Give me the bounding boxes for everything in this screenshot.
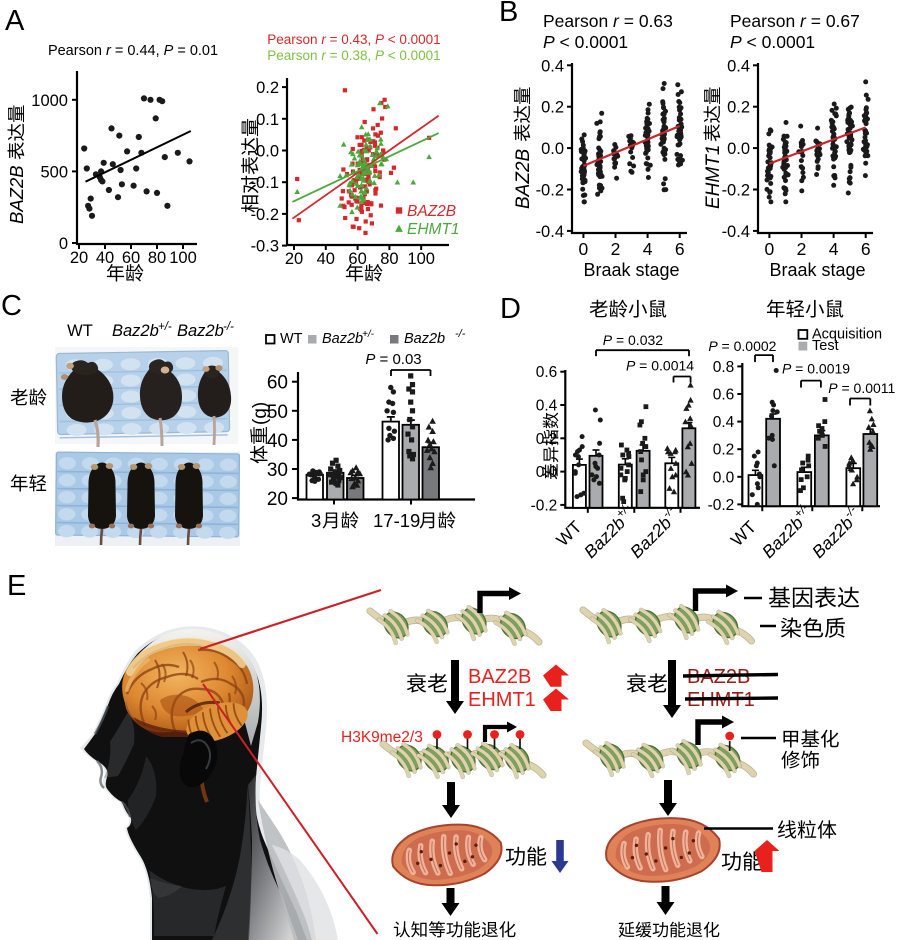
svg-text:0.4: 0.4 <box>541 57 564 75</box>
svg-text:Braak stage: Braak stage <box>769 260 865 280</box>
svg-text:0.6: 0.6 <box>713 387 735 404</box>
svg-text:0.2: 0.2 <box>541 99 564 117</box>
svg-text:0.4: 0.4 <box>713 414 735 431</box>
svg-text:Baz2b: Baz2b <box>404 331 445 347</box>
svg-text:Baz2b: Baz2b <box>177 322 224 340</box>
svg-text:0.1: 0.1 <box>256 111 279 129</box>
svg-text:-0.2: -0.2 <box>722 182 750 200</box>
svg-text:-0.4: -0.4 <box>536 223 564 241</box>
svg-text:6: 6 <box>675 239 685 259</box>
svg-text:Pearson r = 0.67: Pearson r = 0.67 <box>730 11 860 31</box>
svg-text:80: 80 <box>380 250 398 268</box>
svg-text:50: 50 <box>267 402 288 423</box>
svg-text:BAZ2B: BAZ2B <box>468 666 531 688</box>
svg-text:60: 60 <box>348 250 366 268</box>
svg-text:Braak stage: Braak stage <box>583 260 679 280</box>
svg-text:60: 60 <box>122 249 140 267</box>
svg-text:0.0: 0.0 <box>713 469 735 486</box>
svg-text:2: 2 <box>797 239 807 259</box>
svg-text:BAZ2B: BAZ2B <box>6 165 27 224</box>
svg-text:4: 4 <box>829 239 839 259</box>
svg-text:P = 0.0014: P = 0.0014 <box>626 358 694 374</box>
svg-text:P = 0.032: P = 0.032 <box>603 332 664 348</box>
svg-text:0.8: 0.8 <box>713 359 735 376</box>
svg-text:(g): (g) <box>250 402 271 425</box>
svg-text:-0.3: -0.3 <box>251 238 279 256</box>
svg-text:Pearson r = 0.44, P = 0.01: Pearson r = 0.44, P = 0.01 <box>48 43 218 59</box>
svg-text:0.2: 0.2 <box>713 442 735 459</box>
svg-text:4: 4 <box>643 239 653 259</box>
svg-text:20: 20 <box>285 250 303 268</box>
svg-text:EHMT1: EHMT1 <box>703 145 724 209</box>
svg-text:E: E <box>7 570 26 602</box>
svg-text:P < 0.0001: P < 0.0001 <box>730 32 815 52</box>
svg-text:0.0: 0.0 <box>541 140 564 158</box>
svg-text:40: 40 <box>96 249 114 267</box>
svg-text:0: 0 <box>765 239 775 259</box>
svg-text:-/-: -/- <box>455 328 466 340</box>
svg-text:Pearson r = 0.38, P < 0.0001: Pearson r = 0.38, P < 0.0001 <box>267 48 440 63</box>
svg-text:D: D <box>500 293 521 325</box>
svg-text:H3K9me2/3: H3K9me2/3 <box>341 729 423 746</box>
svg-text:-0.4: -0.4 <box>722 223 750 241</box>
svg-text:P < 0.0001: P < 0.0001 <box>543 32 628 52</box>
svg-text:BAZ2B: BAZ2B <box>513 148 534 209</box>
svg-text:P = 0.0011: P = 0.0011 <box>828 380 895 396</box>
svg-text:-/-: -/- <box>223 321 234 333</box>
svg-text:0.0: 0.0 <box>727 140 750 158</box>
svg-text:P = 0.03: P = 0.03 <box>365 351 421 368</box>
svg-text:20: 20 <box>70 249 88 267</box>
svg-text:+/-: +/- <box>158 321 172 333</box>
svg-text:-0.2: -0.2 <box>536 182 564 200</box>
svg-text:Pearson r = 0.63: Pearson r = 0.63 <box>543 11 673 31</box>
svg-text:2: 2 <box>611 239 621 259</box>
svg-text:0.4: 0.4 <box>536 398 558 415</box>
svg-text:100: 100 <box>407 250 435 268</box>
svg-text:BAZ2B: BAZ2B <box>407 203 456 220</box>
svg-text:60: 60 <box>267 373 288 394</box>
svg-text:0: 0 <box>59 235 68 253</box>
svg-text:EHMT1: EHMT1 <box>407 221 460 238</box>
svg-text:1000: 1000 <box>31 92 68 110</box>
svg-text:A: A <box>5 5 25 37</box>
svg-text:-0.2: -0.2 <box>531 497 558 514</box>
svg-text:20: 20 <box>267 489 288 510</box>
svg-text:P = 0.0019: P = 0.0019 <box>782 361 850 377</box>
svg-text:0.0: 0.0 <box>256 143 279 161</box>
svg-text:17-19: 17-19 <box>373 510 420 531</box>
svg-text:80: 80 <box>148 249 166 267</box>
svg-text:40: 40 <box>317 250 335 268</box>
svg-text:30: 30 <box>267 460 288 481</box>
svg-text:0.4: 0.4 <box>727 57 750 75</box>
svg-text:500: 500 <box>40 163 68 181</box>
svg-text:40: 40 <box>267 431 288 452</box>
svg-text:Pearson r = 0.43, P < 0.0001: Pearson r = 0.43, P < 0.0001 <box>267 32 440 47</box>
svg-text:WT: WT <box>280 331 303 347</box>
svg-text:0.2: 0.2 <box>256 79 279 97</box>
svg-text:EHMT1: EHMT1 <box>468 689 536 711</box>
svg-text:P = 0.0002: P = 0.0002 <box>708 338 776 354</box>
svg-text:0: 0 <box>579 239 589 259</box>
svg-text:6: 6 <box>861 239 871 259</box>
svg-text:+/-: +/- <box>362 329 375 340</box>
svg-text:-0.2: -0.2 <box>251 206 279 224</box>
svg-text:0.6: 0.6 <box>536 364 558 381</box>
svg-text:WT: WT <box>67 322 93 340</box>
svg-text:-0.2: -0.2 <box>708 497 735 514</box>
svg-text:Baz2b: Baz2b <box>112 322 159 340</box>
svg-text:3: 3 <box>311 510 321 531</box>
svg-text:B: B <box>499 0 518 28</box>
svg-text:C: C <box>1 290 22 322</box>
svg-text:0.2: 0.2 <box>727 99 750 117</box>
svg-text:Acquisition: Acquisition <box>812 327 882 343</box>
svg-text:Baz2b: Baz2b <box>322 331 363 347</box>
svg-text:Test: Test <box>812 338 839 354</box>
svg-text:100: 100 <box>169 249 197 267</box>
